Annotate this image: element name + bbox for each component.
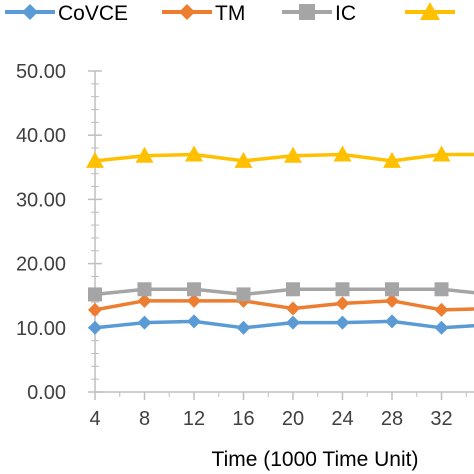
data-point	[137, 315, 152, 330]
legend-marker	[299, 4, 315, 20]
legend: CoVCE TM IC	[5, 2, 455, 25]
x-axis-title: Time (1000 Time Unit)	[212, 448, 419, 471]
x-axis: 4812162024283236	[89, 391, 474, 430]
data-point	[434, 302, 449, 317]
data-point	[434, 320, 449, 335]
data-point	[434, 282, 449, 297]
data-point	[88, 320, 102, 335]
data-point	[335, 296, 350, 311]
legend-entry	[405, 2, 455, 20]
y-tick-label: 50.00	[16, 61, 66, 83]
data-point	[88, 287, 102, 302]
data-point	[86, 151, 104, 168]
data-point	[286, 315, 300, 330]
data-point	[335, 315, 350, 330]
series-tm	[88, 293, 474, 317]
x-tick-label: 8	[139, 408, 150, 430]
data-point	[385, 282, 399, 297]
data-point	[236, 320, 251, 335]
legend-entry: CoVCE	[5, 2, 128, 25]
x-tick-label: 32	[430, 408, 452, 430]
data-point	[335, 282, 350, 297]
legend-marker	[22, 4, 38, 20]
y-tick-label: 30.00	[16, 189, 66, 211]
data-point	[284, 146, 302, 163]
data-point	[286, 301, 300, 316]
series-line	[94, 319, 474, 330]
y-tick-label: 0.00	[27, 382, 66, 404]
x-tick-label: 28	[381, 408, 403, 430]
data-point	[383, 151, 401, 168]
x-tick-label: 12	[183, 408, 205, 430]
data-point	[333, 145, 352, 162]
data-point	[187, 314, 201, 329]
data-point	[286, 282, 300, 297]
data-point	[137, 293, 152, 308]
plot-area: 0.00 10.00 20.00 30.00 40.00 50.00 4 8 12 16 20 24…	[16, 61, 474, 430]
data-point	[236, 287, 251, 302]
y-tick-label: 20.00	[16, 254, 66, 276]
x-tick-label: 16	[232, 408, 254, 430]
legend-marker	[179, 4, 195, 20]
y-tick-label: 10.00	[16, 318, 66, 340]
legend-entry: IC	[282, 2, 356, 25]
x-tick-label: 24	[331, 408, 353, 430]
series-covce	[88, 314, 474, 335]
series-unnamed-3	[86, 145, 474, 168]
data-point	[385, 314, 399, 329]
series-layer	[86, 145, 474, 335]
legend-label: TM	[215, 2, 245, 25]
legend-entry: TM	[162, 2, 245, 25]
data-point	[135, 146, 154, 163]
series-ic	[88, 282, 474, 302]
x-tick-label: 4	[89, 408, 100, 430]
data-point	[88, 302, 102, 317]
data-point	[234, 151, 253, 168]
legend-marker	[420, 2, 440, 20]
data-point	[185, 145, 203, 162]
x-tick-label: 20	[282, 408, 304, 430]
data-point	[385, 293, 399, 308]
data-point	[432, 145, 451, 162]
y-tick-label: 40.00	[16, 125, 66, 147]
data-point	[137, 282, 152, 297]
series-line	[94, 299, 474, 312]
data-point	[187, 293, 201, 308]
y-axis: 0.00 10.00 20.00 30.00 40.00 50.00	[16, 61, 102, 404]
series-line	[94, 287, 474, 297]
legend-label: IC	[335, 2, 356, 25]
data-point	[187, 282, 201, 297]
legend-label: CoVCE	[58, 2, 128, 25]
